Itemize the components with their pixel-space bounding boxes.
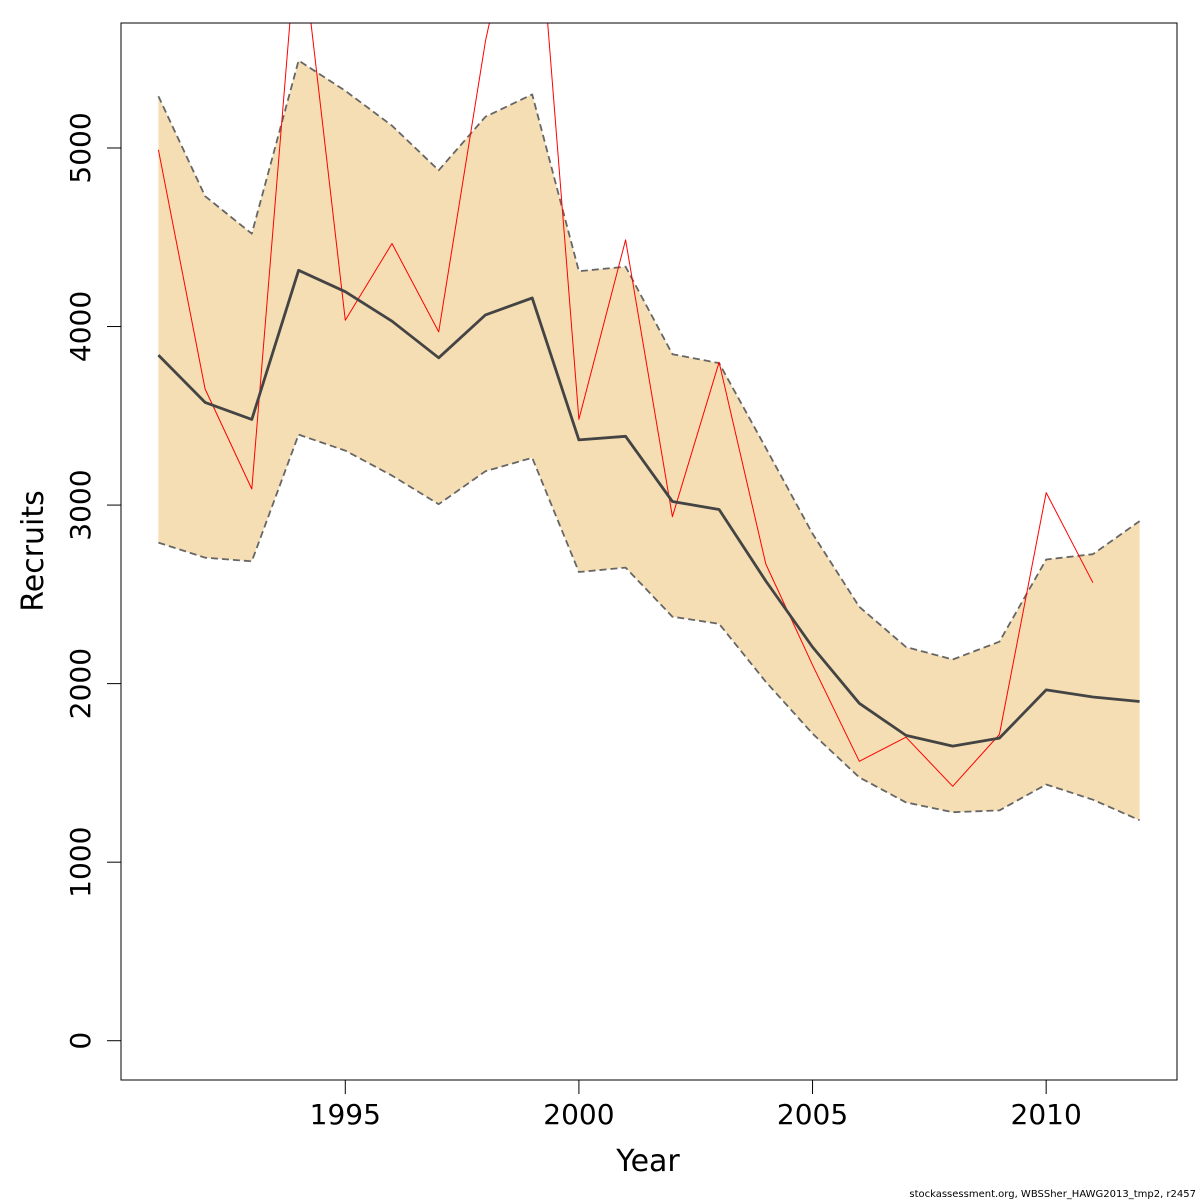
y-tick-label: 1000 [64, 827, 97, 898]
y-tick-label: 0 [64, 1032, 97, 1050]
y-axis: 0 1000 2000 3000 4000 5000 [64, 112, 121, 1050]
upper-bound-line [157, 59, 1141, 661]
y-axis-label: Recruits [16, 490, 51, 612]
x-tick-label: 2000 [543, 1098, 614, 1131]
x-axis: 1995 2000 2005 2010 [310, 1080, 1082, 1131]
x-tick-label: 2005 [777, 1098, 848, 1131]
confidence-band [158, 60, 1140, 821]
plot-frame [120, 22, 1178, 1081]
y-tick-label: 3000 [64, 469, 97, 540]
x-tick-label: 1995 [310, 1098, 381, 1131]
observed-series-line [157, 23, 1094, 787]
lower-bound-line [158, 433, 1140, 822]
estimate-series-line [157, 268, 1140, 748]
footer-caption: stockassessment.org, WBSSher_HAWG2013_tm… [909, 1189, 1196, 1200]
y-tick-label: 2000 [64, 648, 97, 719]
x-axis-label: Year [615, 1144, 680, 1179]
plot-area [157, 23, 1141, 822]
y-tick-label: 4000 [64, 291, 97, 362]
y-tick-label: 5000 [64, 112, 97, 183]
x-tick-label: 2010 [1011, 1098, 1082, 1131]
